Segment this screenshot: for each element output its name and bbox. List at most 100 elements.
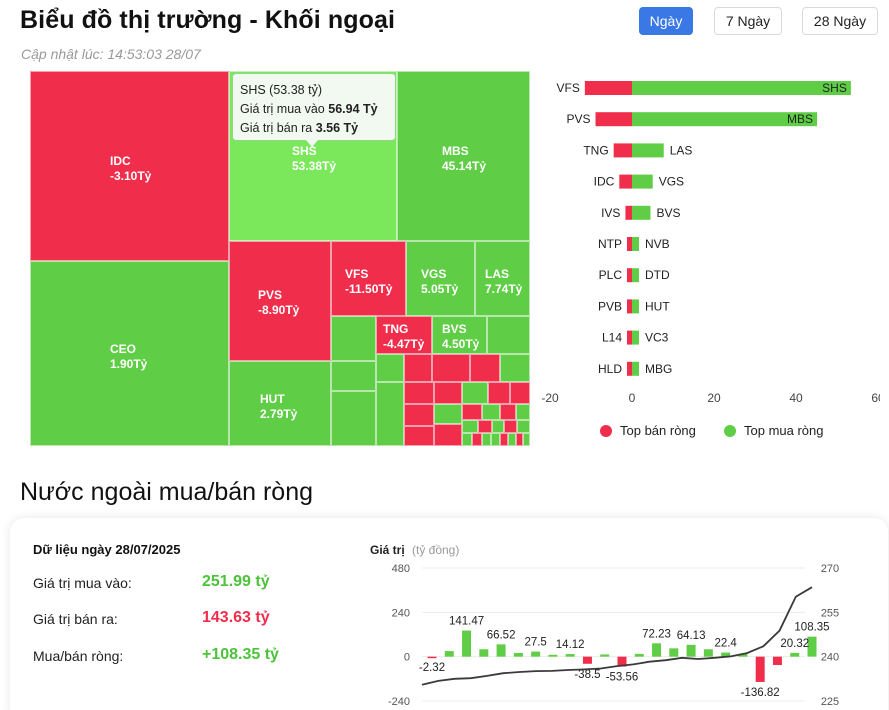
tooltip-buy-value: 56.94 Tỷ — [328, 102, 378, 116]
treemap-tile-las[interactable]: LAS 7.74Tỷ — [475, 241, 530, 316]
treemap-tile-small[interactable] — [434, 382, 462, 404]
buy-bar — [632, 112, 818, 127]
buy-bar — [632, 299, 639, 314]
treemap-tile-small[interactable] — [482, 433, 491, 446]
treemap-value: 53.38Tỷ — [292, 159, 337, 173]
treemap-tile-small[interactable] — [478, 420, 492, 433]
legend-sell[interactable]: Top bán ròng — [600, 423, 696, 438]
legend-buy[interactable]: Top mua ròng — [724, 423, 824, 438]
treemap-ticker: PVS — [258, 288, 283, 302]
treemap-tile-small[interactable] — [434, 404, 462, 424]
treemap-tile-small[interactable] — [434, 424, 462, 446]
treemap-tile-small[interactable] — [331, 316, 376, 361]
treemap-tile-small[interactable] — [470, 354, 500, 382]
treemap-tile-small[interactable] — [500, 433, 508, 446]
treemap-value: 45.14Tỷ — [442, 159, 487, 173]
treemap-tile-pvs[interactable]: PVS -8.90Tỷ — [229, 241, 331, 361]
summary-date: Dữ liệu ngày 28/07/2025 — [33, 542, 181, 557]
treemap-tile-small[interactable] — [516, 433, 523, 446]
treemap-tile-vgs[interactable]: VGS 5.05Tỷ — [406, 241, 475, 316]
legend-sell-label: Top bán ròng — [620, 423, 696, 438]
treemap-tile-small[interactable] — [472, 433, 482, 446]
treemap-tile-small[interactable] — [492, 420, 504, 433]
range-28day-button[interactable]: 28 Ngày — [802, 7, 878, 35]
sell-value-label: Giá trị bán ra: — [33, 611, 118, 627]
right-tick-label: 225 — [821, 696, 839, 708]
range-day-button[interactable]: Ngày — [639, 7, 693, 35]
buy-bar — [632, 361, 639, 376]
treemap-ticker: VFS — [345, 267, 369, 281]
buy-value-label: Giá trị mua vào: — [33, 575, 132, 591]
sell-bar — [627, 237, 632, 251]
treemap-tile-small[interactable] — [462, 404, 482, 420]
treemap-tile-mbs[interactable]: MBS 45.14Tỷ — [397, 71, 530, 241]
treemap-ticker: TNG — [383, 322, 409, 336]
sell-ticker-label: PLC — [599, 268, 623, 282]
bar-value-label: 108.35 — [794, 622, 829, 634]
treemap-tile-small[interactable] — [404, 426, 434, 446]
buy-ticker-label: MBS — [787, 112, 813, 126]
range-7day-button[interactable]: 7 Ngày — [714, 7, 782, 35]
sell-ticker-label: IVS — [601, 206, 620, 220]
sell-ticker-label: PVB — [598, 299, 622, 313]
treemap-tooltip: SHS (53.38 tỷ) Giá trị mua vào 56.94 Tỷ … — [232, 73, 396, 141]
treemap-tile-small[interactable] — [331, 361, 376, 391]
treemap-tile-small[interactable] — [404, 404, 434, 426]
treemap-tile-small[interactable] — [516, 404, 530, 420]
treemap-tile-small[interactable] — [404, 354, 432, 382]
x-tick-label: 0 — [629, 391, 636, 405]
treemap-tile-tng[interactable]: TNG -4.47Tỷ — [376, 316, 432, 354]
treemap-tile-vfs[interactable]: VFS -11.50Tỷ — [331, 241, 406, 316]
buy-ticker-label: NVB — [645, 237, 670, 251]
treemap-tile-small[interactable] — [462, 433, 472, 446]
buy-net-bar — [807, 636, 817, 657]
buy-net-bar — [496, 644, 506, 657]
buy-net-bar — [600, 654, 610, 657]
treemap-value: -8.90Tỷ — [258, 303, 300, 317]
sell-bar — [613, 143, 632, 158]
tooltip-title: SHS (53.38 tỷ) — [240, 83, 322, 97]
treemap-tile-small[interactable] — [510, 382, 530, 404]
treemap-ticker: MBS — [442, 144, 469, 158]
sell-ticker-label: NTP — [598, 237, 622, 251]
buy-ticker-label: SHS — [822, 81, 847, 95]
treemap-tile-small[interactable] — [488, 382, 510, 404]
index-line — [421, 586, 813, 686]
sell-bar — [627, 299, 632, 314]
sell-net-bar — [772, 656, 782, 665]
treemap-tile-bvs[interactable]: BVS 4.50Tỷ — [432, 316, 487, 354]
treemap-tile-small[interactable] — [376, 354, 404, 382]
y-axis-unit: (tỷ đồng) — [412, 543, 459, 557]
treemap-tile-small[interactable] — [491, 433, 500, 446]
buy-bar — [632, 237, 639, 251]
treemap-tile-small[interactable] — [504, 420, 517, 433]
tooltip-sell-value: 3.56 Tỷ — [315, 121, 359, 135]
treemap-tile-small[interactable] — [331, 391, 376, 446]
treemap-tile-ceo[interactable]: CEO 1.90Tỷ — [30, 261, 229, 446]
treemap-tile-small[interactable] — [500, 354, 530, 382]
treemap-tile-small[interactable] — [508, 433, 516, 446]
treemap-tile-small[interactable] — [462, 382, 488, 404]
treemap-tile-small[interactable] — [482, 404, 500, 420]
treemap-tile-small[interactable] — [376, 382, 404, 446]
treemap-ticker: HUT — [260, 392, 285, 406]
net-value: +108.35 tỷ — [202, 646, 279, 663]
treemap-tile-small[interactable] — [404, 382, 434, 404]
net-flow-chart: Giá trị (tỷ đồng)480 240 0 -240 270 255 240 225 -… — [370, 543, 839, 708]
sell-net-bar — [617, 656, 627, 667]
sell-ticker-label: IDC — [594, 175, 615, 189]
treemap-tile-idc[interactable]: IDC -3.10Tỷ — [30, 71, 229, 261]
sell-net-bar — [427, 656, 437, 659]
buy-ticker-label: HUT — [645, 299, 670, 313]
buy-bar — [632, 205, 651, 220]
treemap-tile-small[interactable] — [517, 420, 530, 433]
treemap-value: 7.74Tỷ — [485, 282, 523, 296]
y-axis-title: Giá trị — [370, 543, 405, 557]
treemap-tile-small[interactable] — [523, 433, 530, 446]
treemap-tile-hut[interactable]: HUT 2.79Tỷ — [229, 361, 331, 446]
buy-net-bar — [703, 649, 713, 657]
treemap-tile-small[interactable] — [487, 316, 530, 354]
treemap-tile-small[interactable] — [500, 404, 516, 420]
treemap-tile-small[interactable] — [432, 354, 470, 382]
treemap-tile-small[interactable] — [462, 420, 478, 433]
